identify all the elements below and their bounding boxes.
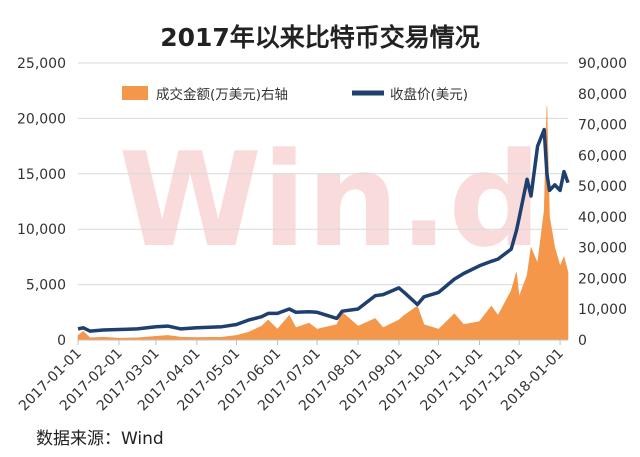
left-tick-label: 5,000 bbox=[26, 278, 66, 294]
volume-area-layer bbox=[77, 106, 569, 341]
price-line-layer bbox=[77, 127, 570, 333]
left-axis-ticks: 0 5,000 10,000 15,000 20,000 25,000 bbox=[17, 56, 66, 349]
price-line bbox=[77, 127, 570, 333]
right-tick-label: 60,000 bbox=[578, 148, 627, 164]
right-axis-ticks: 0 10,000 20,000 30,000 40,000 50,000 60,000 70,… bbox=[578, 56, 627, 349]
right-tick-label: 10,000 bbox=[578, 302, 627, 318]
right-tick-label: 90,000 bbox=[578, 56, 627, 72]
source-note: 数据来源：Wind bbox=[36, 429, 164, 449]
right-tick-label: 30,000 bbox=[578, 241, 627, 257]
right-tick-label: 50,000 bbox=[578, 179, 627, 195]
left-tick-label: 25,000 bbox=[17, 56, 66, 72]
legend: 成交金额(万美元)右轴 收盘价(美元) bbox=[122, 86, 468, 103]
left-tick-label: 15,000 bbox=[17, 167, 66, 183]
legend-label-volume: 成交金额(万美元)右轴 bbox=[156, 86, 288, 103]
left-tick-label: 0 bbox=[57, 333, 66, 349]
right-tick-label: 40,000 bbox=[578, 210, 627, 226]
right-tick-label: 20,000 bbox=[578, 271, 627, 287]
right-tick-label: 80,000 bbox=[578, 87, 627, 103]
legend-swatch-volume bbox=[122, 86, 148, 100]
legend-label-price: 收盘价(美元) bbox=[390, 86, 468, 103]
left-tick-label: 20,000 bbox=[17, 111, 66, 127]
volume-area bbox=[77, 106, 569, 341]
left-tick-label: 10,000 bbox=[17, 222, 66, 238]
chart-title: 2017年以来比特币交易情况 bbox=[160, 23, 480, 52]
watermark: Win.d bbox=[119, 124, 542, 276]
x-axis-ticks: 2017-01-012017-02-012017-03-012017-04-01… bbox=[16, 340, 567, 414]
grid-lines bbox=[78, 62, 568, 286]
right-tick-label: 70,000 bbox=[578, 118, 627, 134]
right-tick-label: 0 bbox=[578, 333, 587, 349]
